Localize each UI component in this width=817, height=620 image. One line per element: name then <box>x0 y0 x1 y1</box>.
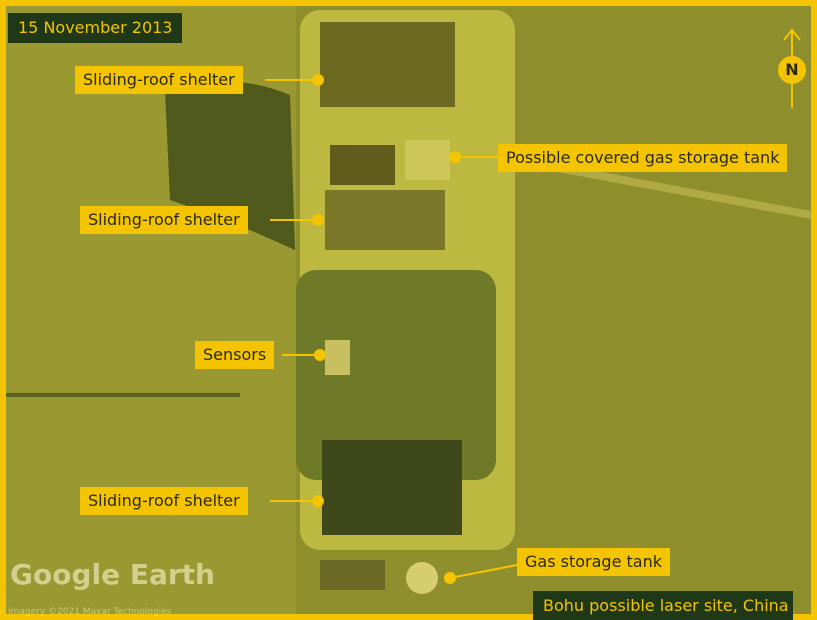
annotation: Sliding-roof shelter <box>80 487 248 515</box>
tank <box>406 562 438 594</box>
leaders <box>265 28 806 584</box>
shelter <box>320 22 455 107</box>
building <box>320 560 385 590</box>
annotation: Sliding-roof shelter <box>80 206 248 234</box>
annotation: Possible covered gas storage tank <box>498 144 788 172</box>
annotation: Gas storage tank <box>517 548 670 576</box>
building <box>330 145 395 185</box>
annotation: Sensors <box>195 341 275 369</box>
compass: N <box>785 60 799 79</box>
caption: Bohu possible laser site, China <box>533 591 793 620</box>
field <box>296 270 496 480</box>
shelter <box>325 190 445 250</box>
building <box>405 140 450 180</box>
annotation: Sliding-roof shelter <box>75 66 243 94</box>
watermark: Google Earth <box>10 558 215 591</box>
sensors <box>325 340 350 375</box>
date-label: 15 November 2013 <box>8 13 183 43</box>
credit: Imagery ©2021 Maxar Technologies <box>8 607 172 617</box>
shelter <box>322 440 462 535</box>
